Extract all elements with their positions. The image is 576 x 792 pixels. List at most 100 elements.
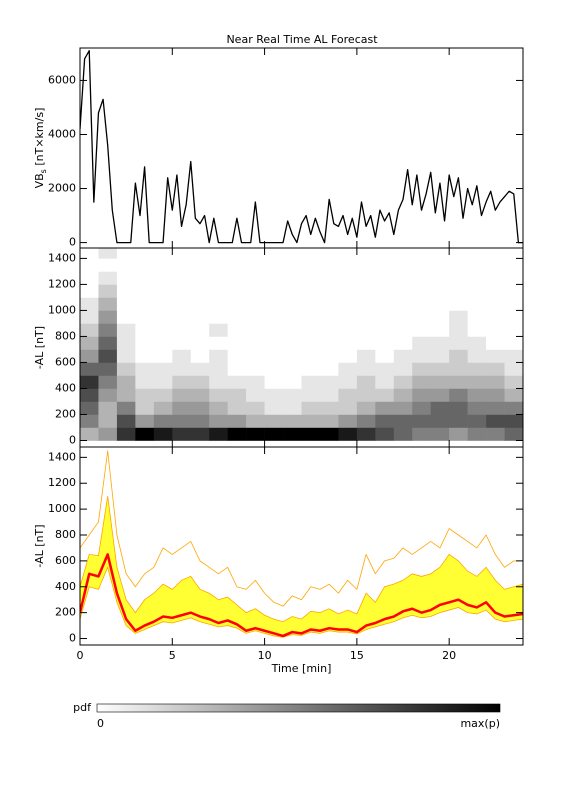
- heat-cell: [190, 258, 210, 272]
- heat-cell: [190, 271, 210, 285]
- data-line: [80, 450, 523, 607]
- heat-cell: [393, 427, 413, 441]
- heat-cell: [319, 258, 339, 272]
- heat-cell: [412, 323, 432, 337]
- heat-cell: [98, 258, 118, 272]
- heat-cell: [449, 349, 468, 363]
- heat-cell: [504, 427, 523, 441]
- y-tick-label: 400: [55, 381, 76, 394]
- heat-cell: [301, 323, 321, 337]
- heat-cell: [449, 310, 468, 324]
- heat-cell: [135, 258, 155, 272]
- heat-cell: [98, 310, 118, 324]
- heat-cell: [393, 297, 413, 311]
- heat-cell: [153, 297, 173, 311]
- heat-cell: [190, 248, 210, 259]
- x-tick-label: 0: [77, 649, 84, 662]
- heat-cell: [356, 427, 376, 441]
- heat-cell: [116, 375, 136, 389]
- heat-cell: [264, 310, 284, 324]
- heat-cell: [264, 284, 284, 298]
- heat-cell: [227, 258, 247, 272]
- heat-cell: [375, 258, 395, 272]
- heat-cell: [375, 362, 395, 376]
- heat-cell: [449, 297, 468, 311]
- y-tick-label: 0: [69, 632, 76, 645]
- heat-cell: [135, 248, 155, 259]
- heat-cell: [172, 375, 192, 389]
- heat-cell: [319, 297, 339, 311]
- x-axis-label: Time [min]: [271, 662, 332, 675]
- heat-cell: [412, 310, 432, 324]
- heat-cell: [209, 362, 228, 376]
- heat-cell: [209, 375, 228, 389]
- heat-cell: [356, 349, 376, 363]
- heat-cell: [504, 284, 523, 298]
- heat-cell: [153, 258, 173, 272]
- heat-cell: [393, 414, 413, 428]
- y-tick-label: 0: [69, 433, 76, 446]
- heat-cell: [80, 284, 99, 298]
- heat-cell: [467, 310, 487, 324]
- heat-cell: [283, 248, 302, 259]
- heat-cell: [430, 362, 450, 376]
- heat-cell: [283, 349, 302, 363]
- heat-cell: [98, 271, 118, 285]
- heat-cell: [246, 248, 265, 259]
- heat-cell: [209, 310, 228, 324]
- y-tick-label: 4000: [48, 127, 76, 140]
- heat-cell: [190, 401, 210, 415]
- heat-cell: [80, 310, 99, 324]
- heat-cell: [301, 336, 321, 350]
- heat-cell: [283, 336, 302, 350]
- heat-cell: [504, 336, 523, 350]
- heat-cell: [116, 349, 136, 363]
- heat-cell: [116, 388, 136, 402]
- heat-cell: [319, 375, 339, 389]
- heat-cell: [227, 362, 247, 376]
- heat-cell: [172, 388, 192, 402]
- band-area: [80, 496, 523, 638]
- band-edge: [80, 566, 523, 638]
- y-axis-label: VBs [nT×km/s]: [33, 108, 48, 189]
- heat-cell: [80, 323, 99, 337]
- heat-cell: [467, 427, 487, 441]
- heat-cell: [338, 427, 358, 441]
- heat-cell: [98, 427, 118, 441]
- y-tick-label: 0: [69, 236, 76, 249]
- heat-cell: [504, 248, 523, 259]
- heat-cell: [135, 323, 155, 337]
- heat-cell: [412, 248, 432, 259]
- heat-cell: [264, 375, 284, 389]
- y-tick-label: 200: [55, 606, 76, 619]
- heat-cell: [116, 310, 136, 324]
- heat-cell: [467, 401, 487, 415]
- heat-cell: [283, 414, 302, 428]
- colorbar-label: pdf: [73, 701, 92, 714]
- heat-cell: [209, 271, 228, 285]
- heat-cell: [172, 310, 192, 324]
- heat-cell: [393, 388, 413, 402]
- heat-cell: [227, 271, 247, 285]
- heat-cell: [504, 375, 523, 389]
- heat-cell: [301, 401, 321, 415]
- heat-cell: [190, 297, 210, 311]
- y-tick-label: 1200: [48, 476, 76, 489]
- heat-cell: [375, 401, 395, 415]
- heat-cell: [283, 271, 302, 285]
- heat-cell: [393, 401, 413, 415]
- heat-cell: [116, 271, 136, 285]
- heat-cell: [98, 375, 118, 389]
- heat-cell: [190, 362, 210, 376]
- heat-cell: [98, 297, 118, 311]
- heat-cell: [246, 284, 265, 298]
- heat-cell: [135, 336, 155, 350]
- heat-cell: [301, 297, 321, 311]
- heat-cell: [283, 362, 302, 376]
- heat-cell: [153, 271, 173, 285]
- heat-cell: [375, 284, 395, 298]
- heat-cell: [430, 284, 450, 298]
- heat-cell: [356, 388, 376, 402]
- heat-cell: [98, 284, 118, 298]
- heat-cell: [486, 284, 505, 298]
